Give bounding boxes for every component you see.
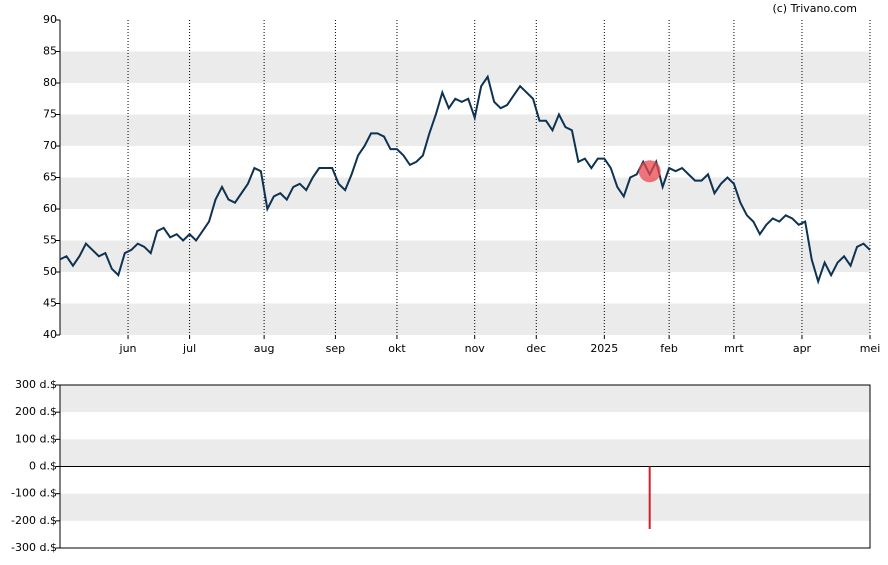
- y-tick-label: 100 d.$: [15, 432, 57, 445]
- y-tick-label: 65: [43, 171, 57, 184]
- y-tick-label: -100 d.$: [11, 487, 57, 500]
- x-tick-label: apr: [793, 342, 812, 355]
- x-tick-label: dec: [526, 342, 546, 355]
- y-tick-label: 70: [43, 139, 57, 152]
- band: [60, 114, 870, 146]
- bar: [648, 466, 651, 529]
- y-tick-label: 60: [43, 202, 57, 215]
- x-tick-label: 2025: [590, 342, 618, 355]
- y-tick-label: 90: [43, 13, 57, 26]
- y-tick-label: 85: [43, 45, 57, 58]
- trade-marker: [638, 160, 661, 183]
- x-tick-label: nov: [465, 342, 486, 355]
- y-tick-label: -200 d.$: [11, 514, 57, 527]
- band: [60, 240, 870, 272]
- price-line: [59, 74, 871, 285]
- y-tick-label: 40: [43, 328, 57, 341]
- band: [60, 493, 870, 521]
- x-tick-label: feb: [660, 342, 678, 355]
- band: [60, 385, 870, 413]
- y-tick-label: -300 d.$: [11, 541, 57, 554]
- y-tick-label: 55: [43, 234, 57, 247]
- y-tick-label: 300 d.$: [15, 378, 57, 391]
- band: [60, 177, 870, 209]
- x-tick-label: sep: [326, 342, 345, 355]
- band: [60, 439, 870, 467]
- y-tick-label: 50: [43, 265, 57, 278]
- band: [60, 303, 870, 335]
- x-tick-label: okt: [388, 342, 406, 355]
- x-tick-label: mei: [860, 342, 881, 355]
- y-tick-label: 80: [43, 76, 57, 89]
- y-tick-label: 45: [43, 297, 57, 310]
- y-tick-label: 75: [43, 108, 57, 121]
- band: [60, 51, 870, 83]
- y-tick-label: 200 d.$: [15, 405, 57, 418]
- x-tick-label: aug: [254, 342, 275, 355]
- credit: (c) Trivano.com: [772, 2, 857, 15]
- y-tick-label: 0 d.$: [29, 460, 57, 473]
- x-tick-label: jul: [182, 342, 196, 355]
- x-tick-label: mrt: [724, 342, 744, 355]
- x-tick-label: jun: [119, 342, 137, 355]
